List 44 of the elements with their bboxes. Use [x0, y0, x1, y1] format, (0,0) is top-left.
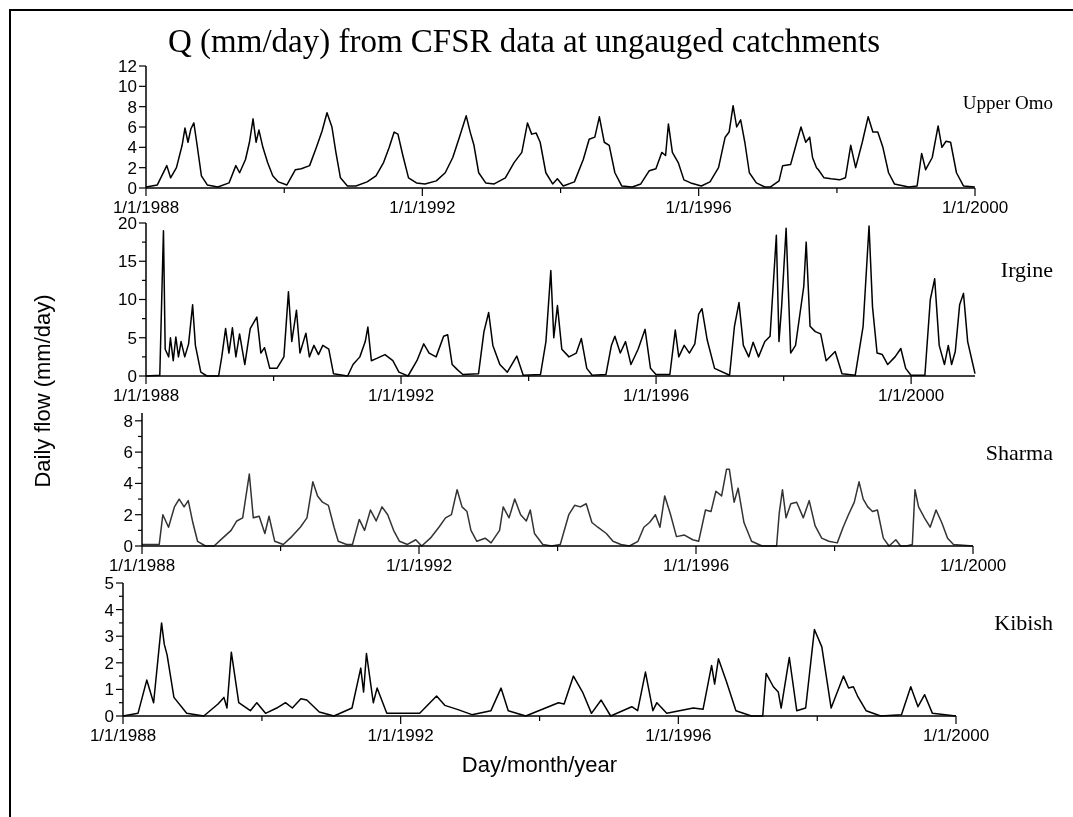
- y-tick-label: 5: [104, 573, 114, 593]
- x-tick-label: 1/1/1992: [389, 198, 456, 217]
- y-tick-label: 10: [118, 290, 137, 310]
- y-tick-label: 6: [123, 443, 133, 463]
- x-tick-label: 1/1/2000: [939, 556, 1007, 575]
- x-axis-title: Day/month/year: [461, 752, 618, 777]
- series-label: Upper Omo: [962, 91, 1053, 113]
- y-tick-label: 2: [127, 158, 137, 178]
- y-tick-label: 4: [127, 138, 137, 158]
- x-tick-label: 1/1/1988: [89, 726, 157, 745]
- y-tick-label: 12: [118, 56, 137, 76]
- y-tick-label: 0: [104, 706, 114, 726]
- x-tick-label: 1/1/1996: [622, 386, 690, 405]
- y-tick-label: 1: [104, 680, 114, 700]
- y-tick-label: 0: [123, 536, 133, 556]
- y-tick-label: 15: [118, 252, 137, 272]
- x-tick-label: 1/1/1988: [108, 556, 176, 575]
- x-tick-label: 1/1/1996: [645, 726, 712, 745]
- y-axis-title: Daily flow (mm/day): [30, 294, 55, 488]
- x-tick-label: 1/1/1992: [367, 386, 435, 405]
- x-tick-label: 1/1/1988: [112, 386, 180, 405]
- y-tick-label: 8: [123, 411, 133, 431]
- y-tick-label: 3: [104, 627, 114, 647]
- y-tick-label: 5: [127, 328, 137, 348]
- y-tick-label: 2: [104, 653, 114, 673]
- x-tick-label: 1/1/2000: [922, 726, 990, 745]
- y-tick-label: 2: [123, 505, 133, 525]
- y-tick-label: 0: [127, 366, 137, 386]
- y-tick-label: 4: [123, 474, 133, 494]
- y-tick-label: 0: [127, 178, 137, 198]
- x-tick-label: 1/1/1996: [662, 556, 730, 575]
- text: Kibish: [994, 609, 1053, 635]
- y-tick-label: 4: [104, 600, 114, 620]
- x-tick-label: 1/1/1992: [367, 726, 434, 745]
- chart-title: Q (mm/day) from CFSR data at ungauged catchments: [168, 23, 881, 60]
- y-tick-label: 6: [127, 117, 137, 137]
- x-tick-label: 1/1/2000: [941, 198, 1009, 217]
- y-tick-label: 8: [127, 97, 137, 117]
- x-tick-label: 1/1/1992: [385, 556, 453, 575]
- series-label: Irgine: [1000, 256, 1053, 282]
- x-tick-label: 1/1/1996: [665, 198, 732, 217]
- x-tick-label: 1/1/2000: [878, 386, 945, 405]
- y-tick-label: 10: [118, 77, 137, 97]
- text: Sharma: [985, 439, 1054, 465]
